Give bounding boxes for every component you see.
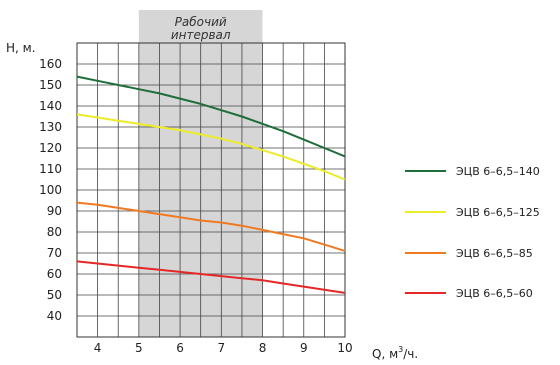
y-tick-label: 50 <box>47 288 62 302</box>
legend: ЭЦВ 6–6,5–140 ЭЦВ 6–6,5–125 ЭЦВ 6–6,5–85 ЭЦ… <box>405 165 540 300</box>
legend-label-3: ЭЦВ 6–6,5–85 <box>456 247 533 260</box>
x-tick-label: 6 <box>176 341 184 355</box>
legend-label-2: ЭЦВ 6–6,5–125 <box>456 206 540 219</box>
y-tick-label: 60 <box>47 267 62 281</box>
legend-label-1: ЭЦВ 6–6,5–140 <box>456 165 540 178</box>
y-tick-label: 110 <box>39 162 62 176</box>
band-label-line2: интервал <box>171 28 231 42</box>
x-tick-label: 8 <box>259 341 267 355</box>
x-tick-label: 7 <box>217 341 225 355</box>
series-line-3 <box>76 201 346 252</box>
x-tick-label: 5 <box>135 341 143 355</box>
y-tick-label: 150 <box>39 78 62 92</box>
series-line-1 <box>76 75 346 158</box>
band-label-line1: Рабочий <box>175 15 227 29</box>
plot-frame <box>76 42 346 338</box>
y-tick-label: 140 <box>39 99 62 113</box>
y-tick-label: 40 <box>47 309 62 323</box>
x-axis-title-sup: 3 <box>398 345 403 354</box>
y-tick-label: 160 <box>39 57 62 71</box>
series-line-2 <box>76 113 346 181</box>
y-tick-label: 70 <box>47 246 62 260</box>
x-tick-label: 10 <box>337 341 352 355</box>
y-tick-label: 80 <box>47 225 62 239</box>
x-tick-label: 9 <box>300 341 308 355</box>
x-axis-title: Q, м3/ч. <box>372 345 418 361</box>
y-tick-label: 90 <box>47 204 62 218</box>
y-tick-label: 100 <box>39 183 62 197</box>
series-line-4 <box>76 260 346 294</box>
legend-label-4: ЭЦВ 6–6,5–60 <box>456 287 533 300</box>
y-tick-label: 120 <box>39 141 62 155</box>
series-lines <box>76 75 346 294</box>
x-tick-label: 4 <box>94 341 102 355</box>
y-axis-title: Н, м. <box>6 41 36 55</box>
x-axis-title-tail: /ч. <box>403 347 418 361</box>
grid <box>77 43 345 337</box>
x-axis-title-main: Q, м <box>372 347 398 361</box>
y-tick-labels: 40 50 60 70 80 90 100 110 120 130 140 150 160 <box>39 57 62 323</box>
y-tick-label: 130 <box>39 120 62 134</box>
x-tick-labels: 4 5 6 7 8 9 10 <box>94 341 353 355</box>
